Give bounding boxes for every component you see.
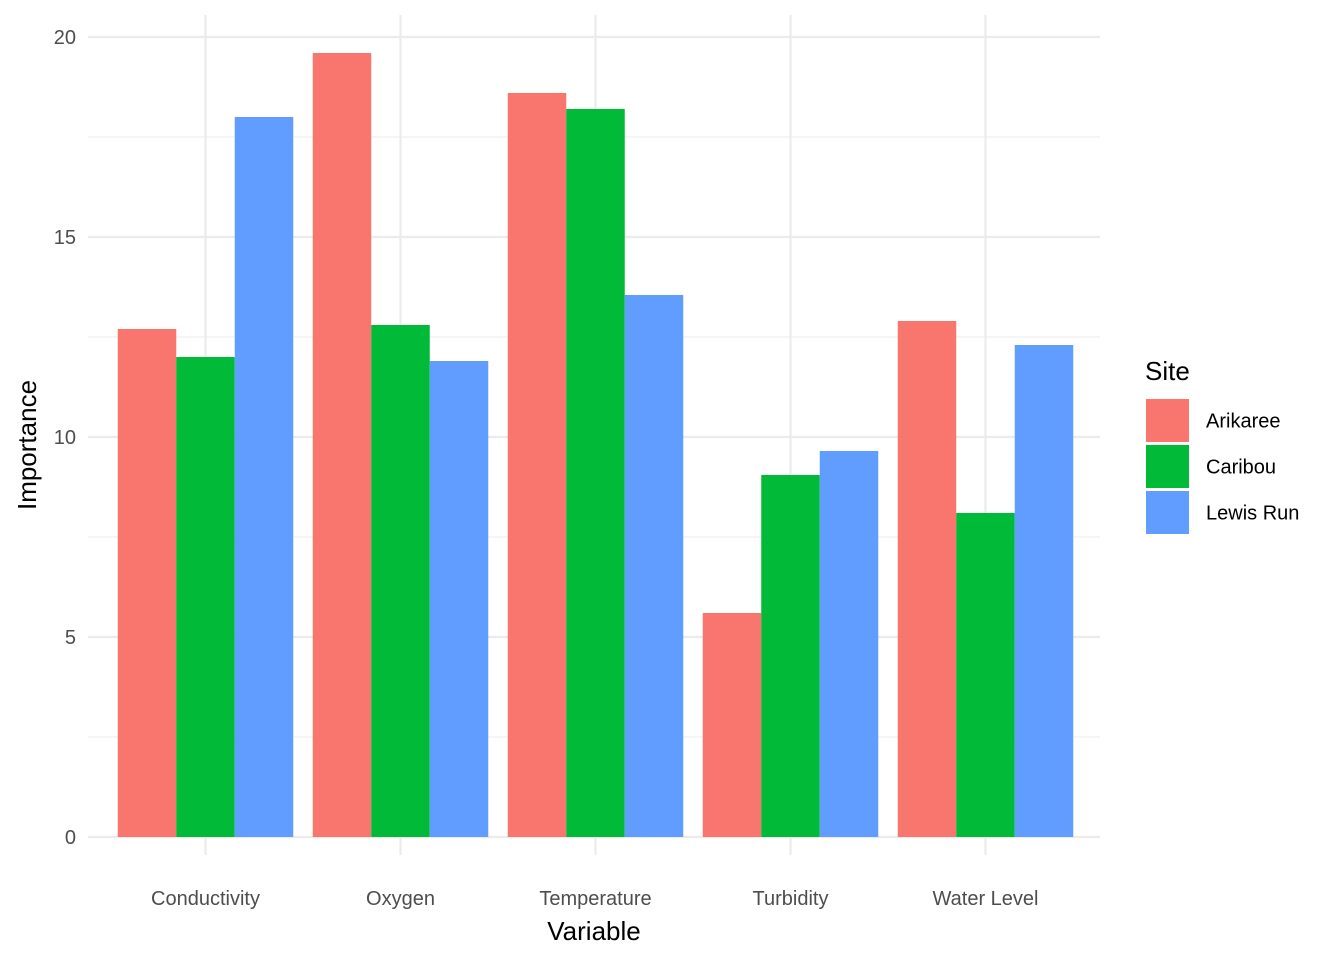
x-tick-label: Water Level — [933, 888, 1039, 910]
bar-arikaree — [702, 613, 762, 837]
bar-caribou — [371, 325, 430, 837]
y-tick-label: 5 — [65, 627, 76, 649]
bar-caribou — [566, 109, 625, 837]
x-tick-label: Temperature — [539, 888, 651, 910]
x-tick-label: Conductivity — [151, 888, 260, 910]
legend-key — [1146, 399, 1189, 442]
legend-label: Caribou — [1206, 457, 1276, 479]
y-tick-label: 10 — [54, 427, 76, 449]
legend-title: Site — [1145, 356, 1190, 386]
y-tick-label: 0 — [65, 827, 76, 849]
bar-lewis-run — [234, 117, 294, 837]
bar-lewis-run — [429, 361, 489, 837]
bar-arikaree — [507, 93, 567, 837]
bar-arikaree — [897, 321, 957, 837]
legend-label: Lewis Run — [1206, 503, 1299, 525]
legend-key — [1146, 445, 1189, 488]
bar-caribou — [176, 357, 235, 837]
bar-lewis-run — [819, 451, 879, 837]
bar-arikaree — [312, 53, 372, 837]
x-tick-label: Turbidity — [753, 888, 829, 910]
bar-caribou — [761, 475, 820, 837]
bar-caribou — [956, 513, 1015, 837]
bar-lewis-run — [1014, 345, 1074, 837]
legend-key — [1146, 491, 1189, 534]
x-tick-label: Oxygen — [366, 888, 435, 910]
legend: Site Arikaree Caribou Lewis Run — [1145, 356, 1299, 534]
y-tick-label: 15 — [54, 227, 76, 249]
y-tick-label: 20 — [54, 27, 76, 49]
x-axis-title: Variable — [547, 916, 640, 946]
axes: Variable Importance 0 5 10 15 20 Conductivity… — [12, 27, 1038, 946]
bars — [117, 53, 1074, 837]
bar-arikaree — [117, 329, 177, 837]
y-axis-title: Importance — [12, 380, 42, 510]
bar-lewis-run — [624, 295, 684, 837]
legend-label: Arikaree — [1206, 411, 1280, 433]
